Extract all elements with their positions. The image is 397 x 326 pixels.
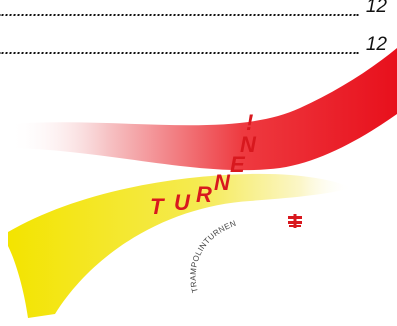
page-number: 12 bbox=[365, 0, 387, 17]
title-letter: E bbox=[230, 152, 246, 177]
red-swoosh bbox=[10, 48, 397, 171]
dtb-emblem-icon bbox=[288, 214, 302, 228]
turnen-title: T U R N E N ! bbox=[150, 110, 262, 219]
toc-entry[interactable]: 12 bbox=[0, 0, 389, 16]
title-letter: ! bbox=[246, 110, 253, 135]
title-letter: R bbox=[196, 182, 212, 207]
subtitle-text: TRAMPOLINTURNEN bbox=[189, 219, 238, 294]
yellow-swoosh bbox=[8, 173, 352, 318]
page-number: 12 bbox=[365, 34, 387, 55]
toc-entry[interactable]: 12 bbox=[0, 32, 389, 54]
title-letter: N bbox=[240, 132, 257, 157]
title-letter: N bbox=[214, 170, 231, 195]
title-letter: U bbox=[174, 190, 191, 215]
title-letter: T bbox=[150, 194, 165, 219]
